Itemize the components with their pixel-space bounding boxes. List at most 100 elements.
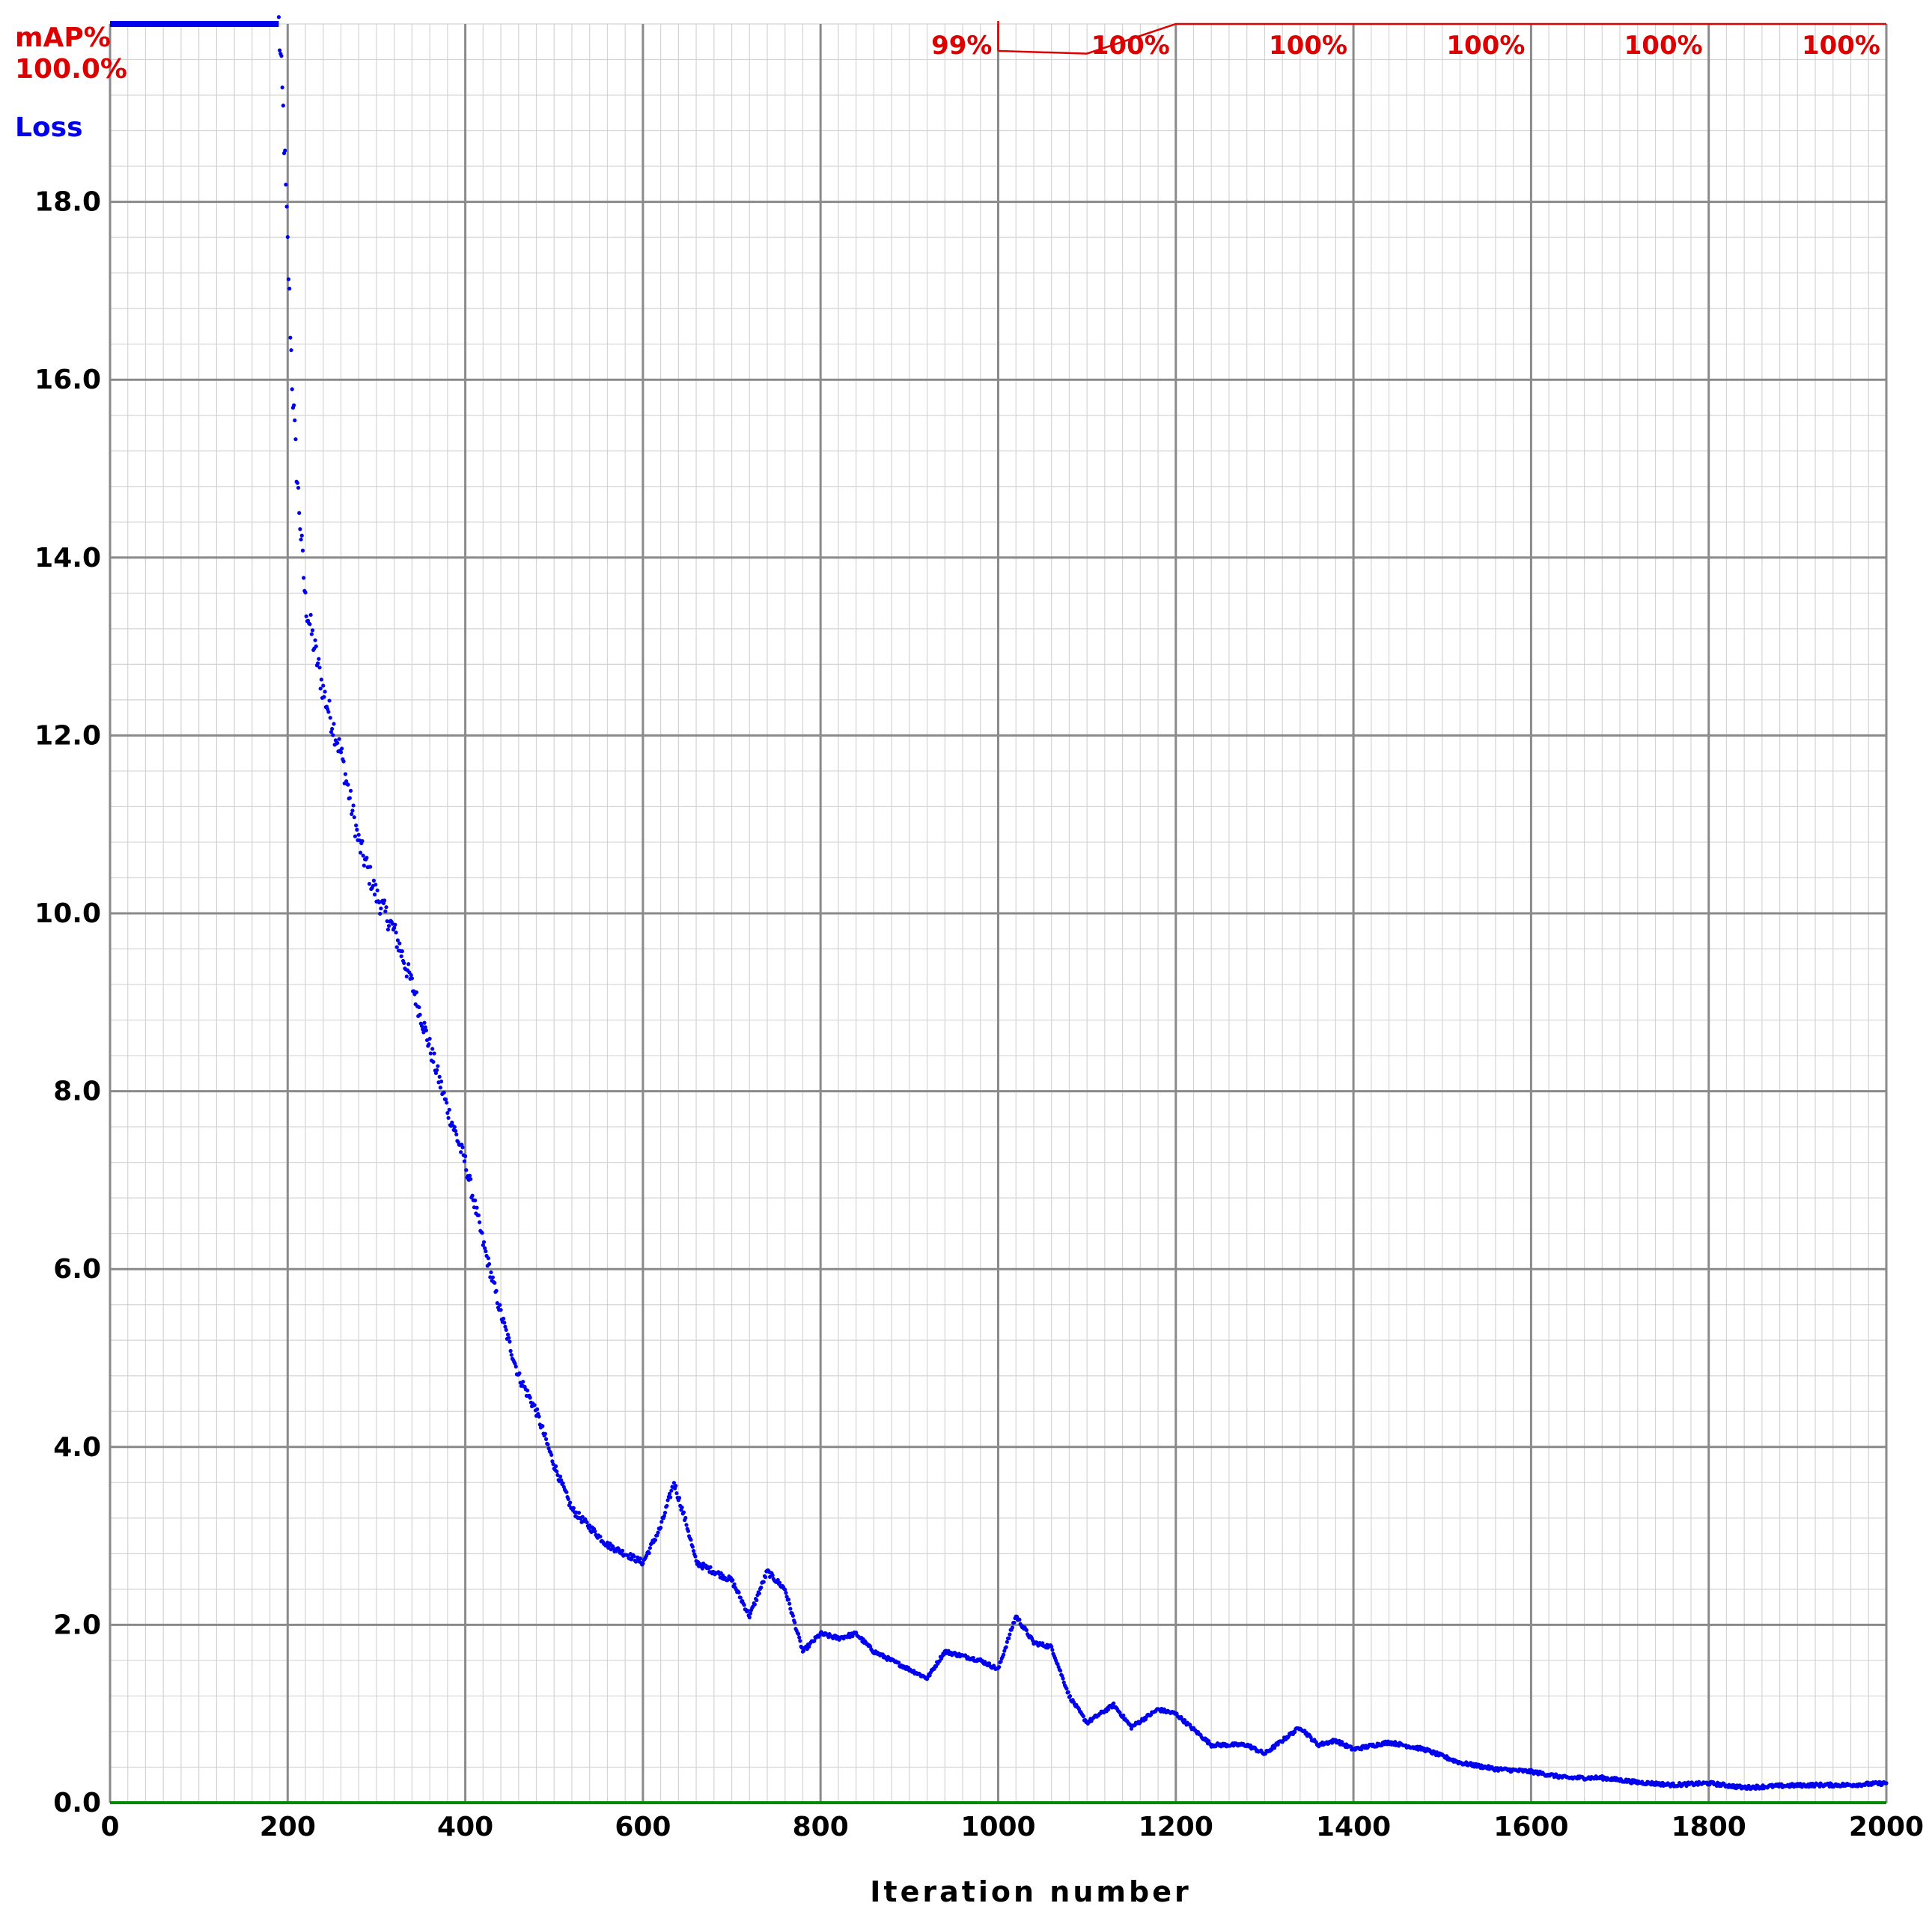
loss-point xyxy=(292,403,296,407)
loss-point xyxy=(409,976,415,981)
loss-point xyxy=(375,888,380,893)
loss-point xyxy=(1348,1744,1353,1749)
loss-point xyxy=(371,878,376,883)
loss-point xyxy=(493,1280,497,1285)
loss-point xyxy=(505,1333,511,1337)
loss-point xyxy=(543,1431,547,1436)
loss-point xyxy=(1066,1690,1070,1694)
loss-point xyxy=(332,722,336,726)
loss-point xyxy=(302,576,306,580)
loss-point xyxy=(459,1150,463,1154)
loss-point xyxy=(446,1115,451,1120)
loss-point xyxy=(659,1520,664,1524)
loss-point xyxy=(299,533,304,538)
loss-point xyxy=(1010,1625,1015,1630)
loss-point xyxy=(473,1198,478,1203)
loss-point xyxy=(693,1554,698,1559)
loss-point xyxy=(432,1051,436,1056)
loss-point xyxy=(314,644,318,648)
loss-point xyxy=(549,1452,554,1457)
map-value-label: 100% xyxy=(1269,31,1347,61)
loss-point xyxy=(507,1336,511,1340)
loss-point xyxy=(1106,1707,1111,1712)
loss-point xyxy=(454,1132,459,1136)
loss-point xyxy=(1884,1781,1889,1786)
loss-point xyxy=(1359,1747,1364,1752)
loss-point xyxy=(343,772,348,776)
legend-map-value: 100.0% xyxy=(15,54,127,85)
loss-point xyxy=(665,1503,669,1509)
loss-point xyxy=(318,687,323,691)
loss-point xyxy=(352,815,356,820)
loss-point xyxy=(498,1303,502,1307)
loss-point xyxy=(295,481,299,485)
loss-point xyxy=(335,740,340,746)
loss-point xyxy=(585,1520,589,1525)
loss-point xyxy=(641,1561,645,1565)
loss-point xyxy=(528,1395,532,1400)
loss-point xyxy=(680,1505,684,1510)
loss-point xyxy=(1293,1729,1297,1735)
loss-point xyxy=(290,387,294,392)
series-layer xyxy=(110,15,1889,1804)
loss-point xyxy=(540,1424,545,1428)
loss-point xyxy=(513,1361,517,1366)
loss-point xyxy=(656,1530,660,1535)
loss-point xyxy=(1064,1686,1069,1691)
loss-point xyxy=(669,1488,674,1493)
loss-point xyxy=(317,657,321,661)
loss-point xyxy=(445,1100,449,1105)
loss-point xyxy=(690,1544,695,1549)
map-value-label: 100% xyxy=(1446,31,1525,61)
y-tick-label: 0.0 xyxy=(53,1788,101,1818)
loss-point xyxy=(407,970,412,975)
loss-point xyxy=(285,234,290,240)
y-tick-label: 14.0 xyxy=(34,543,101,573)
loss-point xyxy=(1340,1740,1344,1744)
loss-point xyxy=(355,827,359,832)
loss-point xyxy=(788,1607,793,1611)
loss-point xyxy=(348,788,353,793)
loss-point xyxy=(480,1231,484,1235)
loss-point xyxy=(346,782,350,787)
loss-point xyxy=(279,54,284,58)
loss-point xyxy=(1308,1735,1313,1740)
loss-point xyxy=(738,1595,743,1600)
loss-point xyxy=(409,972,413,978)
loss-point xyxy=(1024,1628,1029,1633)
loss-point xyxy=(807,1645,811,1649)
loss-point xyxy=(761,1580,766,1584)
loss-point xyxy=(790,1613,796,1618)
loss-point xyxy=(621,1548,625,1553)
loss-point xyxy=(378,911,383,916)
loss-point xyxy=(353,834,358,838)
loss-point xyxy=(298,527,302,532)
loss-point xyxy=(481,1240,487,1244)
loss-point xyxy=(308,622,312,627)
loss-point xyxy=(276,15,281,19)
x-tick-label: 1400 xyxy=(1316,1812,1391,1842)
loss-point xyxy=(559,1478,564,1482)
loss-point xyxy=(452,1124,457,1130)
loss-point xyxy=(358,850,363,855)
loss-point xyxy=(284,182,288,187)
loss-point xyxy=(784,1595,789,1599)
loss-point xyxy=(514,1364,518,1369)
y-tick-label: 16.0 xyxy=(34,365,101,395)
loss-point xyxy=(467,1173,472,1178)
loss-point xyxy=(665,1498,670,1503)
loss-point xyxy=(671,1481,677,1485)
map-value-label: 99% xyxy=(931,31,992,61)
loss-point xyxy=(278,48,282,52)
loss-point xyxy=(746,1608,750,1613)
loss-point xyxy=(748,1611,753,1616)
loss-point xyxy=(464,1168,469,1172)
loss-point xyxy=(323,689,327,694)
loss-point xyxy=(341,759,346,764)
loss-point xyxy=(796,1631,801,1637)
loss-point xyxy=(487,1261,492,1267)
legend-loss-label: Loss xyxy=(15,112,83,143)
loss-point xyxy=(551,1462,555,1467)
